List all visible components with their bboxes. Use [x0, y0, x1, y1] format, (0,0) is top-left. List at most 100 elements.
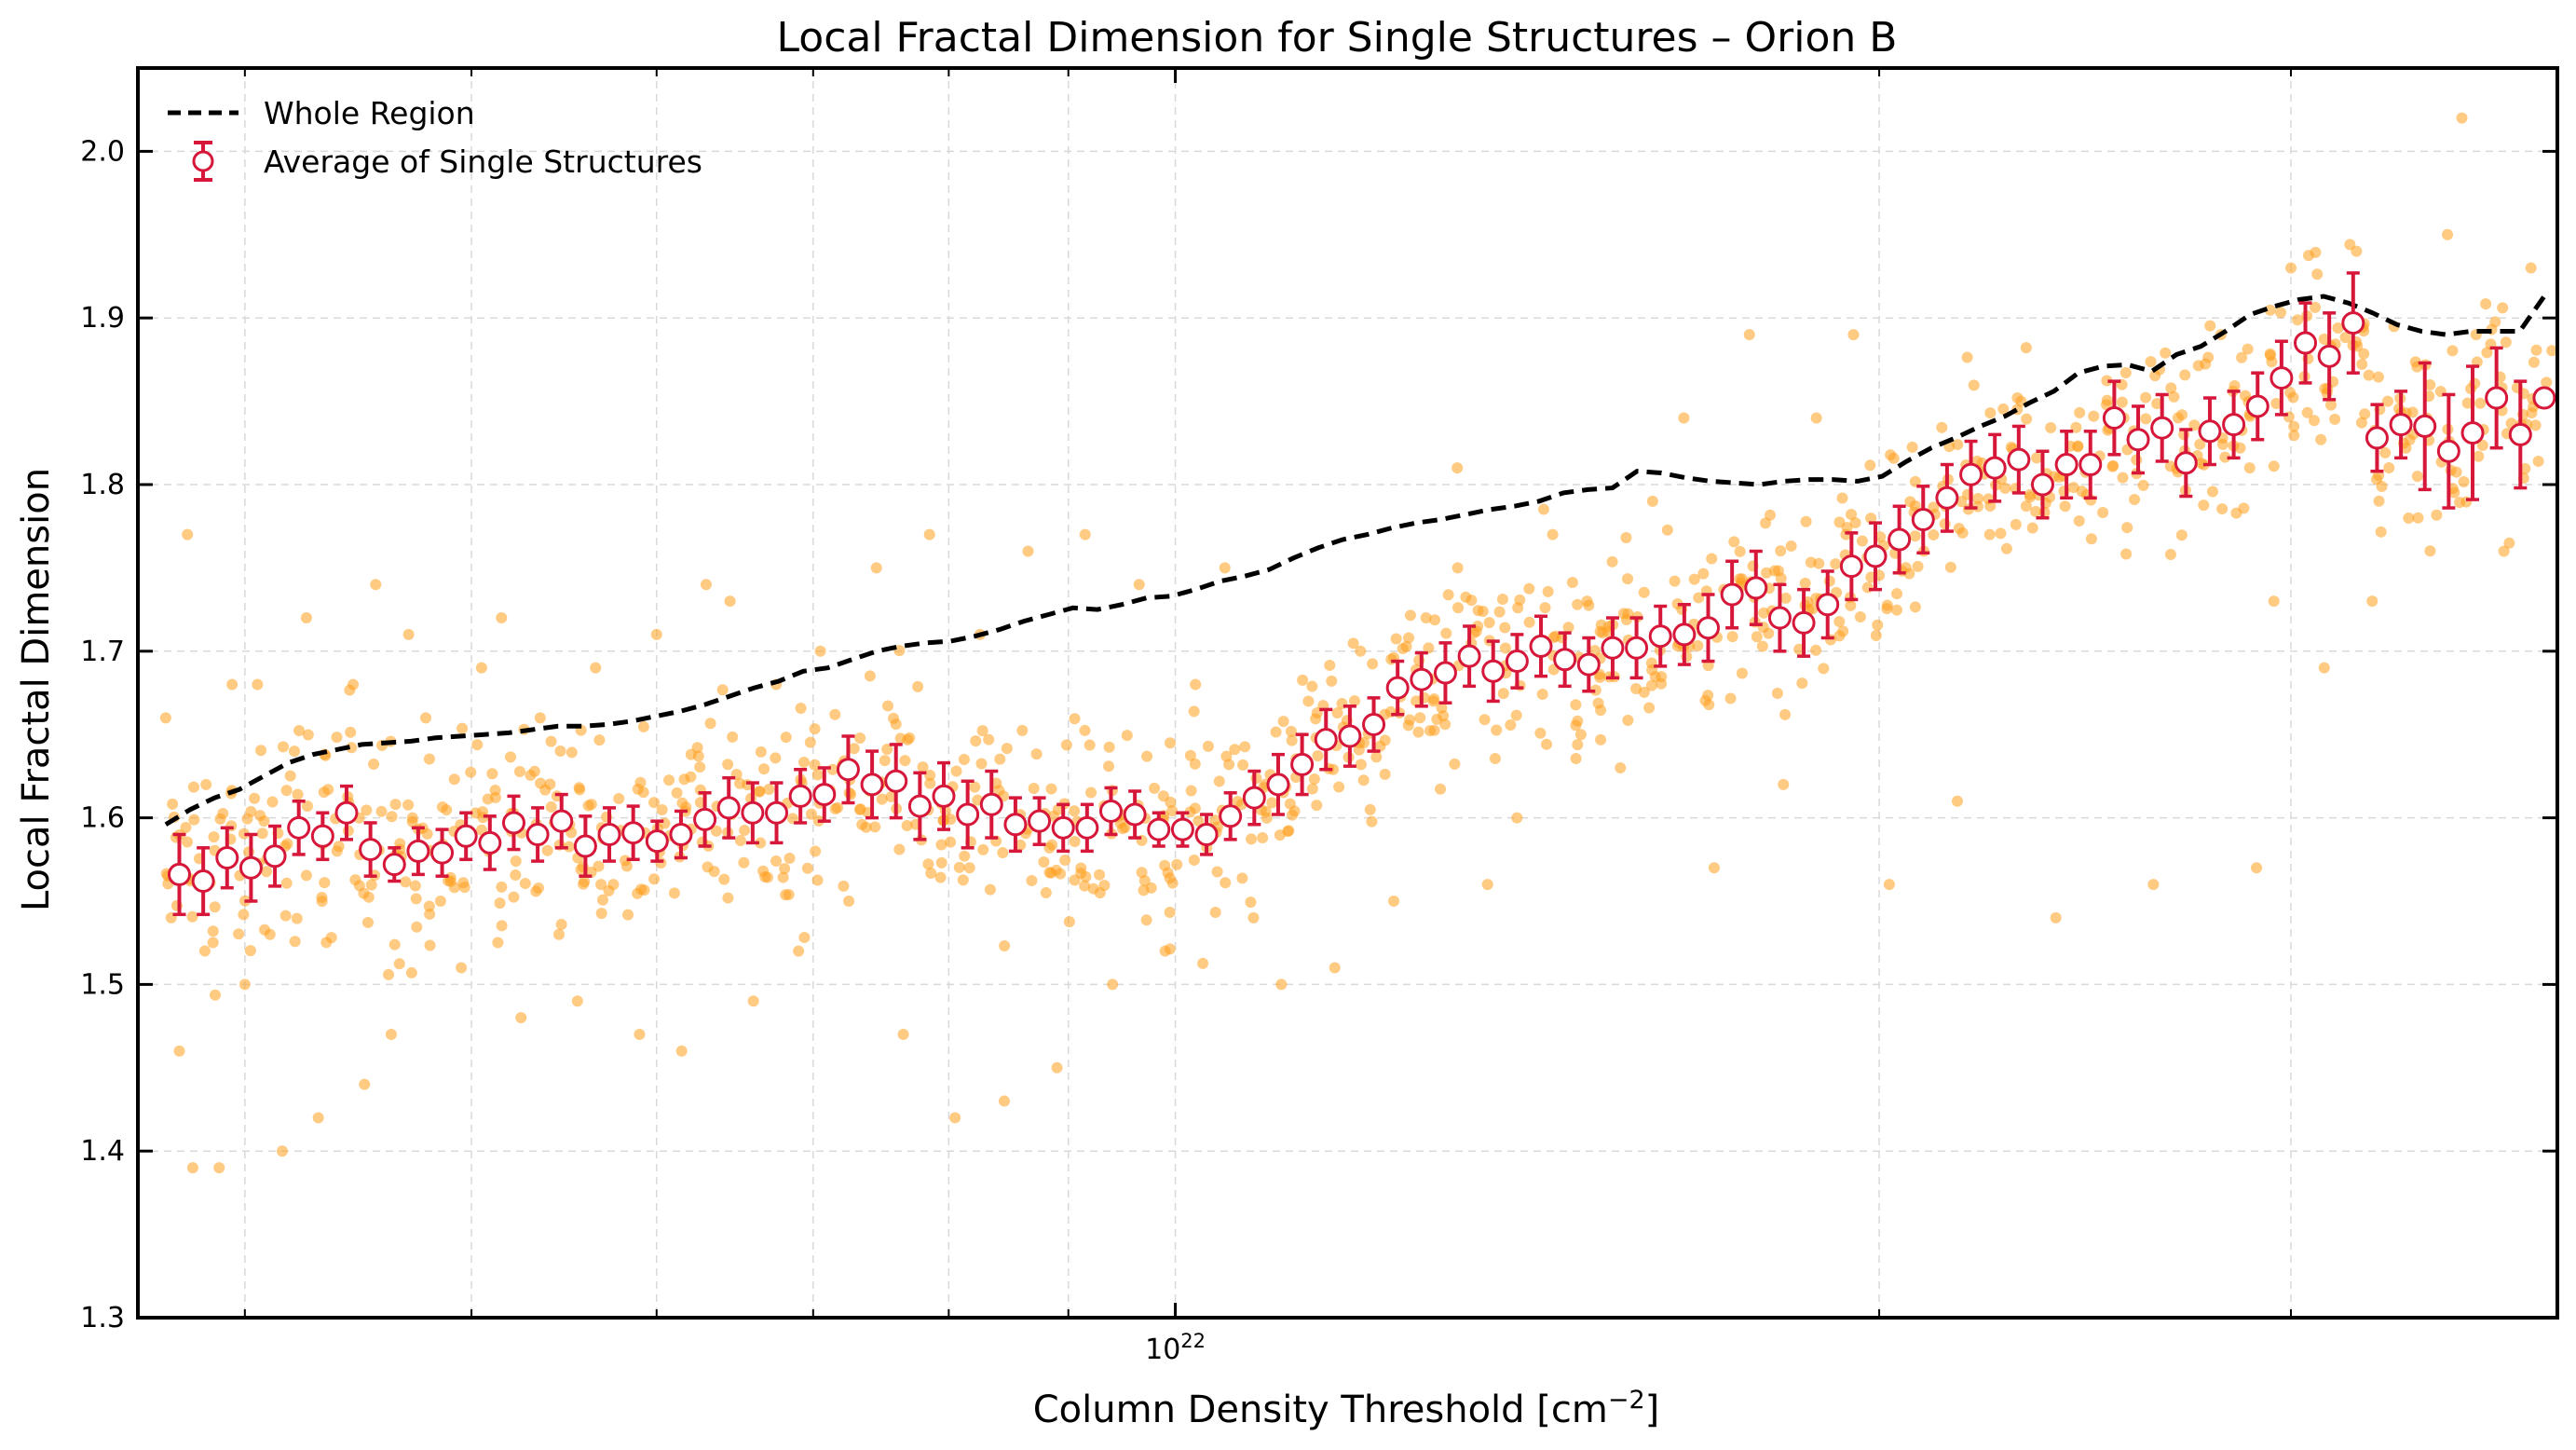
scatter-point — [2376, 481, 2388, 493]
legend-label-whole-region: Whole Region — [264, 95, 475, 131]
scatter-point — [1510, 709, 1522, 721]
scatter-point — [953, 861, 965, 873]
scatter-point — [1420, 612, 1432, 624]
scatter-point — [1370, 751, 1383, 763]
scatter-point — [2409, 356, 2421, 368]
average-point — [2269, 366, 2294, 390]
x-axis-label-main: Column Density Threshold [cm — [1033, 1388, 1608, 1431]
scatter-point — [885, 791, 897, 803]
scatter-point — [2532, 456, 2544, 468]
scatter-point — [1094, 887, 1106, 899]
scatter-point — [1833, 615, 1846, 627]
scatter-point — [2179, 369, 2191, 381]
average-point — [1385, 676, 1410, 700]
scatter-point — [434, 896, 446, 907]
scatter-point — [1845, 599, 1857, 611]
scatter-point — [1121, 730, 1133, 742]
average-point — [2222, 413, 2246, 437]
scatter-point — [2474, 397, 2487, 409]
scatter-point — [2045, 421, 2057, 433]
scatter-point — [704, 718, 716, 730]
average-point — [1648, 624, 1672, 649]
scatter-point — [2476, 439, 2488, 451]
average-point — [979, 792, 1003, 816]
scatter-point — [1028, 782, 1040, 794]
scatter-point — [1622, 573, 1634, 585]
scatter-point — [1277, 716, 1289, 728]
scatter-point — [244, 945, 256, 957]
average-point — [2317, 344, 2341, 368]
scatter-point — [958, 754, 970, 766]
scatter-point — [1909, 601, 1921, 613]
scatter-point — [1972, 492, 1984, 504]
scatter-point — [1414, 712, 1426, 724]
scatter-point — [508, 891, 520, 903]
scatter-point — [1159, 945, 1171, 957]
scatter-point — [805, 808, 817, 820]
average-point — [932, 784, 956, 808]
average-point — [2126, 428, 2150, 452]
scatter-point — [1622, 715, 1634, 727]
scatter-point — [420, 712, 432, 724]
scatter-point — [1891, 588, 1903, 600]
scatter-point — [1400, 640, 1412, 652]
scatter-point — [318, 787, 330, 799]
scatter-point — [571, 995, 583, 1007]
scatter-point — [301, 800, 313, 813]
scatter-point — [1136, 867, 1148, 879]
average-point — [1147, 817, 1171, 841]
scatter-point — [1726, 631, 1738, 643]
scatter-point — [1379, 734, 1391, 746]
scatter-point — [1785, 540, 1797, 552]
scatter-point — [510, 869, 522, 882]
scatter-point — [893, 645, 906, 657]
scatter-point — [277, 741, 289, 753]
scatter-point — [1107, 978, 1119, 991]
scatter-point — [2020, 500, 2032, 513]
scatter-point — [634, 1029, 646, 1041]
scatter-point — [256, 828, 268, 840]
scatter-point — [2284, 387, 2297, 399]
scatter-point — [1449, 758, 1461, 770]
scatter-point — [829, 708, 841, 720]
scatter-point — [1046, 839, 1058, 851]
scatter-point — [613, 793, 625, 805]
scatter-point — [2116, 396, 2128, 408]
average-point — [215, 846, 239, 870]
scatter-point — [722, 892, 734, 904]
scatter-point — [300, 612, 312, 624]
scatter-point — [2216, 503, 2228, 515]
scatter-point — [924, 770, 936, 782]
scatter-point — [634, 776, 647, 788]
scatter-point — [302, 729, 314, 741]
average-point — [1792, 610, 1816, 635]
scatter-point — [638, 884, 650, 896]
scatter-point — [1768, 565, 1780, 577]
scatter-point — [2400, 442, 2412, 454]
scatter-point — [1944, 561, 1956, 573]
scatter-point — [2324, 399, 2337, 411]
scatter-point — [2356, 358, 2368, 370]
scatter-point — [519, 878, 531, 890]
grid — [138, 68, 2557, 1319]
scatter-point — [2403, 513, 2415, 525]
scatter-point — [217, 807, 229, 819]
scatter-point — [1209, 906, 1221, 918]
scatter-point — [1562, 622, 1574, 634]
legend-marker-sample — [192, 150, 214, 172]
scatter-point — [238, 828, 250, 840]
scatter-point — [368, 759, 380, 771]
scatter-point — [1847, 329, 1860, 341]
scatter-point — [1220, 877, 1232, 889]
scatter-point — [593, 734, 606, 746]
scatter-point — [532, 882, 544, 895]
scatter-point — [554, 745, 566, 757]
scatter-point — [1813, 557, 1825, 569]
scatter-point — [2097, 506, 2109, 518]
scatter-point — [984, 883, 996, 896]
scatter-point — [1523, 582, 1535, 595]
scatter-point — [1045, 783, 1057, 795]
scatter-point — [734, 835, 746, 847]
average-point — [1935, 486, 1959, 510]
